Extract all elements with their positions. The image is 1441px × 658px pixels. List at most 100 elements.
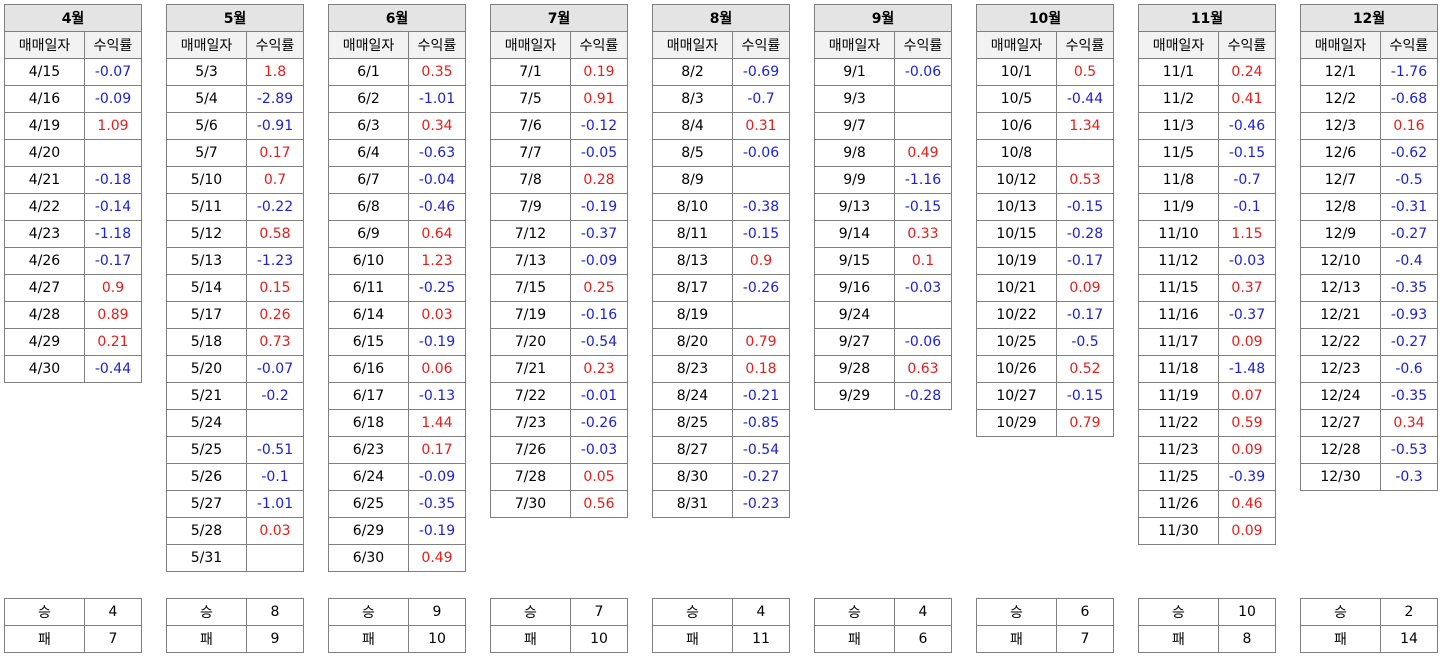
table-row: 6/16 0.06 — [328, 355, 466, 383]
table-row: 7/15 0.25 — [490, 274, 628, 302]
trade-date-cell: 7/1 — [490, 58, 571, 86]
table-row: 10/21 0.09 — [976, 274, 1114, 302]
trade-date-cell: 12/23 — [1300, 355, 1381, 383]
loss-count: 7 — [84, 625, 142, 653]
trade-date-cell: 6/4 — [328, 139, 409, 167]
return-cell: 0.34 — [408, 112, 466, 140]
table-row: 12/6 -0.62 — [1300, 139, 1438, 167]
table-row: 5/27 -1.01 — [166, 490, 304, 518]
trade-date-cell: 12/3 — [1300, 112, 1381, 140]
table-row: 11/3 -0.46 — [1138, 112, 1276, 140]
table-row: 11/2 0.41 — [1138, 85, 1276, 113]
table-row: 10/5 -0.44 — [976, 85, 1114, 113]
month-table-4: 4월 매매일자 수익률 4/15 -0.07 4/16 -0.09 4/19 1.09 4/20 4… — [4, 4, 142, 383]
return-column-header: 수익률 — [894, 31, 952, 59]
return-cell: -0.51 — [246, 436, 304, 464]
return-cell: -0.6 — [1380, 355, 1438, 383]
return-cell: -0.44 — [84, 355, 142, 383]
return-cell: -0.19 — [408, 517, 466, 545]
table-row: 6/25 -0.35 — [328, 490, 466, 518]
return-cell: 0.09 — [1056, 274, 1114, 302]
trade-date-cell: 4/28 — [4, 301, 85, 329]
table-row: 5/24 — [166, 409, 304, 437]
trade-date-cell: 7/8 — [490, 166, 571, 194]
loss-count: 10 — [408, 625, 466, 653]
return-cell: -0.35 — [408, 490, 466, 518]
win-loss-summary: 승 9 패 10 — [328, 598, 466, 653]
table-row: 11/5 -0.15 — [1138, 139, 1276, 167]
return-cell: -0.26 — [570, 409, 628, 437]
table-row: 7/30 0.56 — [490, 490, 628, 518]
table-row: 9/13 -0.15 — [814, 193, 952, 221]
trade-date-cell: 8/2 — [652, 58, 733, 86]
trade-date-cell: 9/1 — [814, 58, 895, 86]
table-row: 11/16 -0.37 — [1138, 301, 1276, 329]
trade-date-cell: 8/13 — [652, 247, 733, 275]
return-cell: -0.5 — [1380, 166, 1438, 194]
date-column-header: 매매일자 — [814, 31, 895, 59]
trade-date-cell: 9/7 — [814, 112, 895, 140]
table-row: 7/20 -0.54 — [490, 328, 628, 356]
return-cell — [246, 409, 304, 437]
win-count: 10 — [1218, 598, 1276, 626]
trade-date-cell: 8/31 — [652, 490, 733, 518]
trade-date-cell: 6/18 — [328, 409, 409, 437]
trade-date-cell: 10/22 — [976, 301, 1057, 329]
return-cell: -0.68 — [1380, 85, 1438, 113]
trade-date-cell: 5/4 — [166, 85, 247, 113]
win-count: 4 — [84, 598, 142, 626]
month-title: 11월 — [1138, 4, 1276, 32]
table-row: 8/11 -0.15 — [652, 220, 790, 248]
trade-date-cell: 11/16 — [1138, 301, 1219, 329]
return-cell: -0.03 — [894, 274, 952, 302]
trade-date-cell: 8/25 — [652, 409, 733, 437]
table-row: 8/13 0.9 — [652, 247, 790, 275]
trade-date-cell: 10/6 — [976, 112, 1057, 140]
win-loss-table: 승 4 패 11 — [652, 598, 790, 653]
win-count: 2 — [1380, 598, 1438, 626]
trade-date-cell: 4/19 — [4, 112, 85, 140]
return-cell — [732, 166, 790, 194]
return-cell: -0.37 — [570, 220, 628, 248]
return-cell: -0.06 — [894, 58, 952, 86]
trade-date-cell: 11/2 — [1138, 85, 1219, 113]
month-table-grid: 5월 매매일자 수익률 5/3 1.8 5/4 -2.89 5/6 -0.91 5/7 0.17 5/… — [166, 4, 304, 572]
return-cell: 1.23 — [408, 247, 466, 275]
trade-date-cell: 6/14 — [328, 301, 409, 329]
table-row: 12/13 -0.35 — [1300, 274, 1438, 302]
return-cell: 0.28 — [570, 166, 628, 194]
return-cell: -0.09 — [84, 85, 142, 113]
return-cell: 0.59 — [1218, 409, 1276, 437]
table-row: 11/10 1.15 — [1138, 220, 1276, 248]
month-title: 5월 — [166, 4, 304, 32]
date-column-header: 매매일자 — [166, 31, 247, 59]
table-row: 4/22 -0.14 — [4, 193, 142, 221]
date-column-header: 매매일자 — [976, 31, 1057, 59]
table-row: 7/8 0.28 — [490, 166, 628, 194]
return-cell: -0.62 — [1380, 139, 1438, 167]
table-row: 9/15 0.1 — [814, 247, 952, 275]
trade-date-cell: 5/31 — [166, 544, 247, 572]
return-cell: 0.79 — [1056, 409, 1114, 437]
loss-row: 패 11 — [652, 625, 790, 653]
month-table-6: 6월 매매일자 수익률 6/1 0.35 6/2 -1.01 6/3 0.34 6/4 -0.63 6… — [328, 4, 466, 572]
return-cell: 0.79 — [732, 328, 790, 356]
table-row: 6/1 0.35 — [328, 58, 466, 86]
return-cell: -0.03 — [1218, 247, 1276, 275]
return-cell: 0.53 — [1056, 166, 1114, 194]
table-row: 12/28 -0.53 — [1300, 436, 1438, 464]
table-row: 12/3 0.16 — [1300, 112, 1438, 140]
trade-date-cell: 11/19 — [1138, 382, 1219, 410]
table-row: 9/14 0.33 — [814, 220, 952, 248]
return-cell: -0.69 — [732, 58, 790, 86]
table-row: 4/16 -0.09 — [4, 85, 142, 113]
trade-date-cell: 9/28 — [814, 355, 895, 383]
return-cell: 0.31 — [732, 112, 790, 140]
table-row: 11/8 -0.7 — [1138, 166, 1276, 194]
return-cell: -0.46 — [408, 193, 466, 221]
trade-date-cell: 8/24 — [652, 382, 733, 410]
